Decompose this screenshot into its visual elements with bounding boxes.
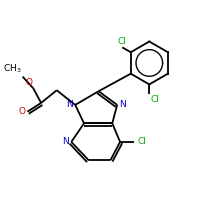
Text: N: N [67,100,73,109]
Text: N: N [63,137,69,146]
Text: Cl: Cl [118,37,127,46]
Text: N: N [119,100,126,109]
Text: Cl: Cl [138,137,146,146]
Text: O: O [19,107,26,116]
Text: CH$_3$: CH$_3$ [3,62,22,75]
Text: Cl: Cl [150,95,159,104]
Text: O: O [25,78,32,87]
